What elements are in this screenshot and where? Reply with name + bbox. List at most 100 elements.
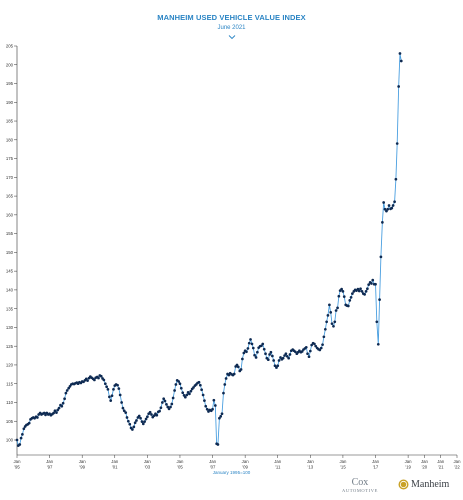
data-point (220, 412, 224, 416)
x-tick-label: Jan (242, 459, 250, 464)
x-tick-label: Jan (111, 459, 119, 464)
data-point (397, 85, 401, 88)
data-point (341, 290, 345, 293)
data-point (268, 353, 271, 356)
data-point (269, 350, 273, 354)
data-point (108, 395, 111, 399)
data-point (158, 409, 161, 413)
data-point (181, 391, 185, 395)
data-point (287, 356, 291, 360)
data-point (116, 383, 119, 387)
x-tick-label: Jan (176, 459, 184, 464)
data-point (251, 346, 255, 350)
data-point (102, 378, 106, 382)
x-tick-label: Jan (79, 459, 87, 464)
x-tick-label: '09 (242, 465, 248, 470)
data-point (188, 392, 191, 396)
data-point (293, 350, 297, 354)
x-tick-label: '15 (340, 465, 346, 470)
x-tick-label: Jan (307, 459, 315, 464)
data-point (349, 296, 353, 299)
y-tick-label: 150 (6, 250, 14, 255)
data-point (133, 421, 137, 425)
data-point (155, 413, 159, 417)
data-point (179, 386, 183, 390)
data-point (330, 322, 334, 326)
data-point (323, 327, 327, 331)
data-point (139, 416, 142, 420)
data-point (224, 377, 228, 380)
data-point (319, 346, 323, 350)
data-point (203, 399, 206, 402)
data-point (313, 342, 316, 346)
data-point (276, 364, 280, 368)
y-tick-label: 205 (6, 44, 14, 49)
x-tick-label: Jan (339, 459, 347, 464)
data-point (177, 380, 181, 383)
data-point (216, 443, 220, 446)
chart-title: MANHEIM USED VEHICLE VALUE INDEX (157, 13, 306, 22)
data-point (219, 415, 223, 418)
data-point (140, 420, 144, 423)
data-point (260, 344, 263, 348)
data-point (166, 405, 170, 409)
data-point (379, 255, 383, 259)
x-tick-label: Jan (274, 459, 282, 464)
y-tick-label: 175 (6, 156, 14, 161)
data-point (223, 383, 227, 386)
data-point (321, 343, 324, 347)
data-point (178, 382, 182, 386)
y-tick-label: 180 (6, 137, 14, 142)
data-point (272, 359, 276, 362)
data-point (375, 320, 379, 324)
data-point (22, 427, 26, 431)
manheim-logo: Manheim (398, 479, 449, 490)
x-tick-label: Jan (209, 459, 217, 464)
data-point (141, 422, 145, 426)
data-point (382, 201, 386, 204)
data-point (171, 396, 175, 400)
x-tick-label: '07 (210, 465, 216, 470)
data-point (318, 348, 322, 352)
y-tick-label: 120 (6, 363, 14, 368)
data-point (245, 350, 248, 354)
data-point (118, 393, 122, 397)
chevron-down-icon[interactable] (228, 34, 236, 40)
manheim-emblem-icon (398, 479, 409, 490)
data-point (163, 399, 167, 403)
data-point (391, 204, 395, 207)
data-point (55, 411, 58, 414)
data-point (399, 59, 403, 63)
y-tick-label: 105 (6, 419, 14, 424)
data-point (307, 355, 311, 359)
data-point (150, 413, 153, 416)
data-point (174, 383, 178, 386)
data-point (53, 409, 57, 413)
data-point (169, 405, 172, 409)
data-point (106, 387, 110, 391)
data-point (120, 401, 123, 404)
data-point (122, 409, 126, 413)
data-point (308, 349, 312, 353)
data-point (235, 363, 239, 367)
data-point (256, 350, 259, 354)
data-point (359, 287, 362, 291)
data-point (246, 347, 250, 350)
data-point (285, 354, 289, 358)
y-tick-label: 170 (6, 175, 14, 180)
data-point (103, 382, 107, 386)
data-point (93, 378, 96, 382)
data-point (162, 397, 166, 401)
x-tick-label: '05 (177, 465, 183, 470)
data-point (211, 407, 214, 411)
x-tick-label: '11 (275, 465, 281, 470)
data-point (346, 304, 350, 308)
data-point (63, 397, 66, 401)
x-tick-label: Jan (437, 459, 445, 464)
x-tick-label: '95 (14, 465, 20, 470)
data-point (159, 406, 163, 410)
data-point (279, 356, 282, 359)
data-point (132, 425, 136, 429)
data-point (242, 351, 246, 355)
data-point (105, 385, 108, 389)
